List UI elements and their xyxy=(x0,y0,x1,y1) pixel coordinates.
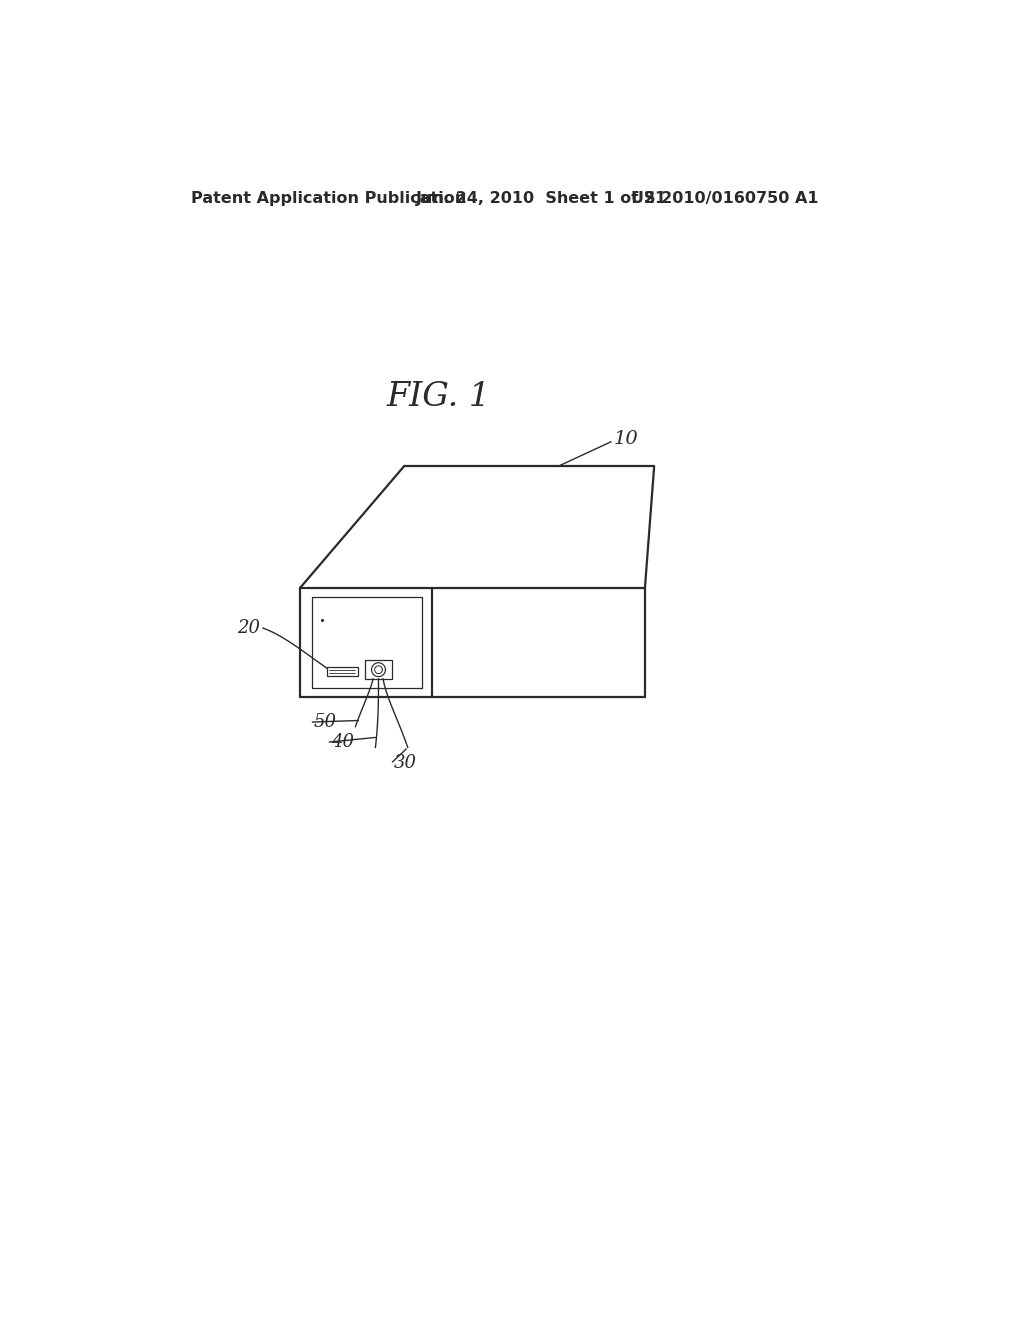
Text: 20: 20 xyxy=(237,619,260,638)
Text: FIG. 1: FIG. 1 xyxy=(386,381,490,413)
Text: 50: 50 xyxy=(313,713,337,731)
Text: 30: 30 xyxy=(394,754,417,772)
Text: 40: 40 xyxy=(331,733,353,751)
Text: Patent Application Publication: Patent Application Publication xyxy=(190,191,466,206)
Text: 10: 10 xyxy=(614,430,639,449)
Text: Jun. 24, 2010  Sheet 1 of 21: Jun. 24, 2010 Sheet 1 of 21 xyxy=(416,191,667,206)
Text: US 2010/0160750 A1: US 2010/0160750 A1 xyxy=(631,191,818,206)
